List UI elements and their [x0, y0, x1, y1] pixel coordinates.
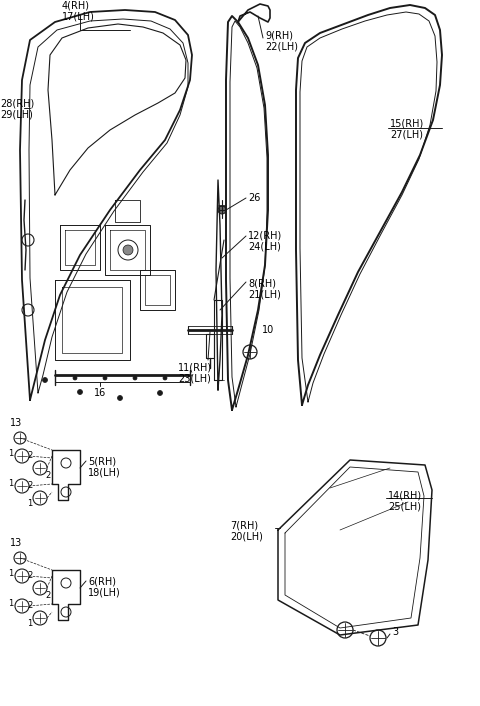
Text: 4(RH)
17(LH): 4(RH) 17(LH) [62, 0, 95, 22]
Circle shape [163, 376, 167, 380]
Text: 16: 16 [94, 388, 106, 398]
Text: 15(RH)
27(LH): 15(RH) 27(LH) [390, 118, 424, 140]
Text: 1: 1 [27, 618, 33, 628]
Text: 2: 2 [27, 481, 33, 491]
Text: 8(RH)
21(LH): 8(RH) 21(LH) [248, 278, 281, 299]
Circle shape [43, 378, 48, 383]
Text: 1: 1 [8, 448, 13, 457]
Text: 2: 2 [27, 452, 33, 460]
Text: 5(RH)
18(LH): 5(RH) 18(LH) [88, 456, 121, 477]
Text: 2: 2 [46, 592, 50, 601]
Text: 1: 1 [8, 599, 13, 607]
Text: 12(RH)
24(LH): 12(RH) 24(LH) [248, 230, 282, 251]
Text: 1: 1 [8, 568, 13, 578]
Text: 13: 13 [10, 538, 22, 548]
Text: 14(RH)
25(LH): 14(RH) 25(LH) [388, 490, 422, 512]
Circle shape [133, 376, 137, 380]
Circle shape [123, 245, 133, 255]
Text: 1: 1 [8, 479, 13, 488]
Text: 26: 26 [248, 193, 260, 203]
Circle shape [157, 390, 163, 395]
Text: 1: 1 [27, 498, 33, 508]
Text: 9(RH)
22(LH): 9(RH) 22(LH) [265, 30, 298, 52]
Text: 13: 13 [10, 418, 22, 428]
Text: 10: 10 [262, 325, 274, 335]
Text: 3: 3 [392, 627, 398, 637]
Text: 2: 2 [27, 571, 33, 580]
Circle shape [73, 376, 77, 380]
Text: 7(RH)
20(LH): 7(RH) 20(LH) [230, 520, 263, 542]
Circle shape [77, 390, 83, 395]
Text: 11(RH)
23(LH): 11(RH) 23(LH) [178, 362, 212, 383]
Text: 28(RH)
29(LH): 28(RH) 29(LH) [0, 98, 34, 119]
Text: 2: 2 [27, 602, 33, 611]
Circle shape [118, 395, 122, 400]
Circle shape [103, 376, 107, 380]
Circle shape [218, 206, 226, 214]
Text: 6(RH)
19(LH): 6(RH) 19(LH) [88, 576, 121, 597]
Text: 2: 2 [46, 472, 50, 481]
